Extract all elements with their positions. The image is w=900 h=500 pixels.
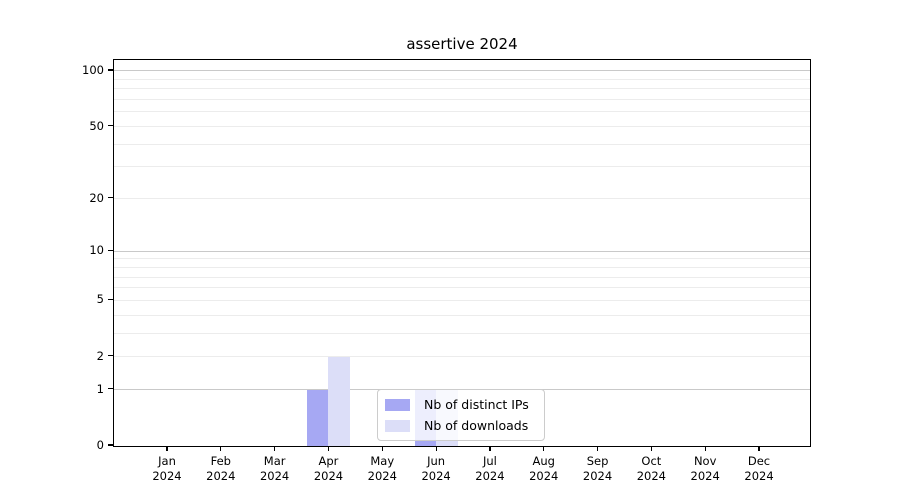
y-gridline-major <box>114 250 810 252</box>
y-gridline-minor <box>114 287 810 289</box>
x-tick-label: Sep 2024 <box>582 454 613 483</box>
y-tick-label: 2 <box>96 348 104 363</box>
legend-label-downloads: Nb of downloads <box>424 418 529 433</box>
y-gridline-minor <box>114 299 810 301</box>
y-tick-label: 5 <box>96 292 104 307</box>
x-tick-label: Mar 2024 <box>259 454 290 483</box>
y-gridline-minor <box>114 166 810 168</box>
y-gridline-minor <box>114 126 810 127</box>
bar-downloads-apr <box>328 356 350 446</box>
bar-distinct-ips-apr <box>306 389 329 446</box>
x-tick-mark <box>650 446 652 451</box>
x-tick-mark <box>596 446 599 451</box>
x-tick-mark <box>758 446 760 451</box>
y-tick-mark <box>108 444 113 446</box>
y-tick-mark <box>108 69 113 71</box>
x-tick-label: Aug 2024 <box>529 454 559 483</box>
y-gridline-minor <box>114 78 810 80</box>
x-tick-label: Dec 2024 <box>744 454 774 483</box>
x-tick-mark <box>704 446 706 451</box>
x-tick-mark <box>489 446 491 451</box>
legend-swatch-downloads <box>385 419 410 432</box>
y-gridline-minor <box>114 356 810 358</box>
legend-entry-downloads: Nb of downloads <box>385 418 534 433</box>
legend-label-distinct-ips: Nb of distinct IPs <box>424 397 529 412</box>
y-gridline-minor <box>114 276 810 278</box>
y-tick-label: 50 <box>89 118 104 133</box>
x-tick-label: Apr 2024 <box>313 454 344 483</box>
x-tick-label: Jul 2024 <box>475 454 505 483</box>
x-tick-mark <box>435 446 437 451</box>
x-tick-label: Feb 2024 <box>206 454 236 483</box>
x-tick-label: Jan 2024 <box>152 454 182 483</box>
y-tick-label: 0 <box>96 438 104 452</box>
y-gridline-minor <box>114 99 810 101</box>
y-tick-mark <box>108 249 113 251</box>
x-tick-mark <box>327 446 330 451</box>
legend: Nb of distinct IPs Nb of downloads <box>377 389 545 441</box>
y-tick-mark <box>108 388 113 390</box>
y-gridline-minor <box>114 111 810 113</box>
y-tick-label: 10 <box>89 243 104 258</box>
y-gridline-minor <box>114 198 810 200</box>
x-tick-mark <box>381 446 383 451</box>
y-gridline-minor <box>114 143 810 145</box>
x-tick-mark <box>166 446 168 451</box>
x-tick-mark <box>220 446 222 451</box>
y-gridline-minor <box>114 314 810 316</box>
y-tick-mark <box>108 197 113 199</box>
y-tick-mark <box>108 124 113 127</box>
y-tick-label: 100 <box>82 62 104 77</box>
x-tick-label: May 2024 <box>367 454 397 483</box>
y-tick-mark <box>108 355 113 357</box>
y-gridline-major <box>114 70 810 72</box>
y-gridline-minor <box>114 258 810 260</box>
x-tick-mark <box>274 446 276 451</box>
x-tick-label: Jun 2024 <box>421 454 451 483</box>
y-gridline-minor <box>114 266 810 268</box>
legend-entry-distinct-ips: Nb of distinct IPs <box>385 397 534 412</box>
chart-title: assertive 2024 <box>406 35 518 53</box>
legend-swatch-distinct-ips <box>385 398 410 411</box>
y-tick-mark <box>108 298 113 300</box>
y-tick-label: 20 <box>89 190 104 205</box>
y-tick-label: 1 <box>96 381 104 396</box>
x-tick-mark <box>543 446 545 451</box>
y-gridline-minor <box>114 88 810 90</box>
y-gridline-minor <box>114 332 810 334</box>
x-tick-label: Oct 2024 <box>636 454 667 483</box>
x-tick-label: Nov 2024 <box>690 454 720 483</box>
